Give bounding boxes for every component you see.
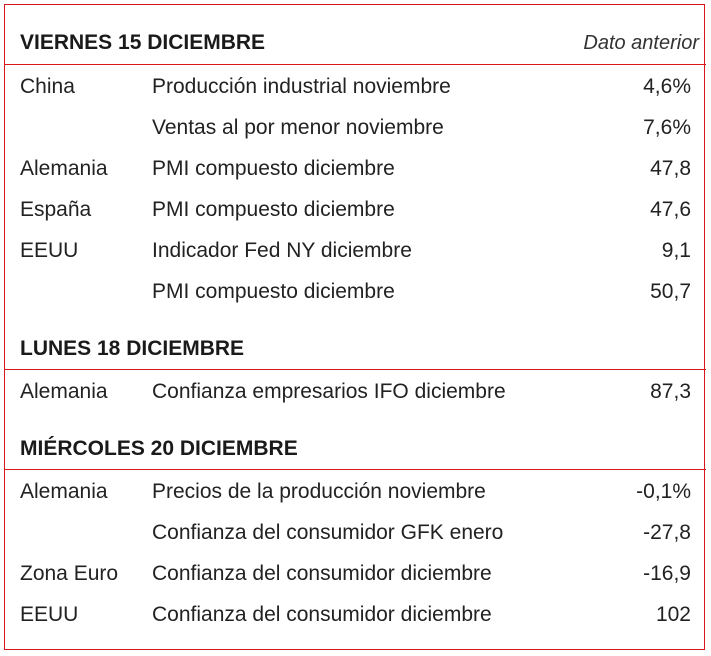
indicator-cell: Confianza del consumidor GFK enero	[152, 521, 504, 544]
country-cell: Alemania	[20, 157, 108, 180]
country-cell: EEUU	[20, 239, 79, 262]
indicator-cell: Confianza del consumidor diciembre	[152, 562, 492, 585]
value-cell: 9,1	[661, 239, 691, 262]
table-row: Alemania Precios de la producción noviem…	[0, 471, 711, 512]
table-row: China Producción industrial noviembre 4,…	[0, 66, 711, 107]
section-title: LUNES 18 DICIEMBRE	[20, 337, 245, 360]
indicator-cell: Producción industrial noviembre	[152, 75, 451, 98]
indicator-cell: PMI compuesto diciembre	[152, 198, 395, 221]
value-cell: -0,1%	[636, 480, 691, 503]
value-cell: -16,9	[643, 562, 691, 585]
value-cell: 47,6	[650, 198, 691, 221]
table-row: PMI compuesto diciembre 50,7	[0, 271, 711, 312]
indicator-cell: PMI compuesto diciembre	[152, 280, 395, 303]
section-header-miercoles: MIÉRCOLES 20 DICIEMBRE	[20, 434, 699, 468]
calendar-frame	[4, 4, 705, 650]
section-header-viernes: VIERNES 15 DICIEMBRE Dato anterior	[20, 28, 699, 62]
table-row: Ventas al por menor noviembre 7,6%	[0, 107, 711, 148]
indicator-cell: Precios de la producción noviembre	[152, 480, 486, 503]
value-cell: 47,8	[650, 157, 691, 180]
section-divider	[5, 64, 706, 65]
section-title: MIÉRCOLES 20 DICIEMBRE	[20, 437, 298, 460]
indicator-cell: Indicador Fed NY diciembre	[152, 239, 412, 262]
indicator-cell: Ventas al por menor noviembre	[152, 116, 444, 139]
value-cell: 102	[655, 603, 691, 626]
section-divider	[5, 369, 706, 370]
section-header-lunes: LUNES 18 DICIEMBRE	[20, 334, 699, 368]
indicator-cell: Confianza empresarios IFO diciembre	[152, 380, 506, 403]
table-row: España PMI compuesto diciembre 47,6	[0, 189, 711, 230]
value-cell: 87,3	[650, 380, 691, 403]
section-title: VIERNES 15 DICIEMBRE	[20, 31, 266, 54]
previous-value-label: Dato anterior	[583, 32, 699, 54]
value-cell: 50,7	[650, 280, 691, 303]
country-cell: Alemania	[20, 380, 108, 403]
country-cell: EEUU	[20, 603, 79, 626]
table-row: Zona Euro Confianza del consumidor dicie…	[0, 553, 711, 594]
value-cell: 7,6%	[643, 116, 691, 139]
indicator-cell: PMI compuesto diciembre	[152, 157, 395, 180]
indicator-cell: Confianza del consumidor diciembre	[152, 603, 492, 626]
value-cell: 4,6%	[643, 75, 691, 98]
value-cell: -27,8	[643, 521, 691, 544]
table-row: Alemania PMI compuesto diciembre 47,8	[0, 148, 711, 189]
table-row: Alemania Confianza empresarios IFO dicie…	[0, 371, 711, 412]
country-cell: Zona Euro	[20, 562, 119, 585]
country-cell: España	[20, 198, 92, 221]
country-cell: Alemania	[20, 480, 108, 503]
section-divider	[5, 469, 706, 470]
country-cell: China	[20, 75, 75, 98]
table-row: Confianza del consumidor GFK enero -27,8	[0, 512, 711, 553]
table-row: EEUU Confianza del consumidor diciembre …	[0, 594, 711, 635]
table-row: EEUU Indicador Fed NY diciembre 9,1	[0, 230, 711, 271]
